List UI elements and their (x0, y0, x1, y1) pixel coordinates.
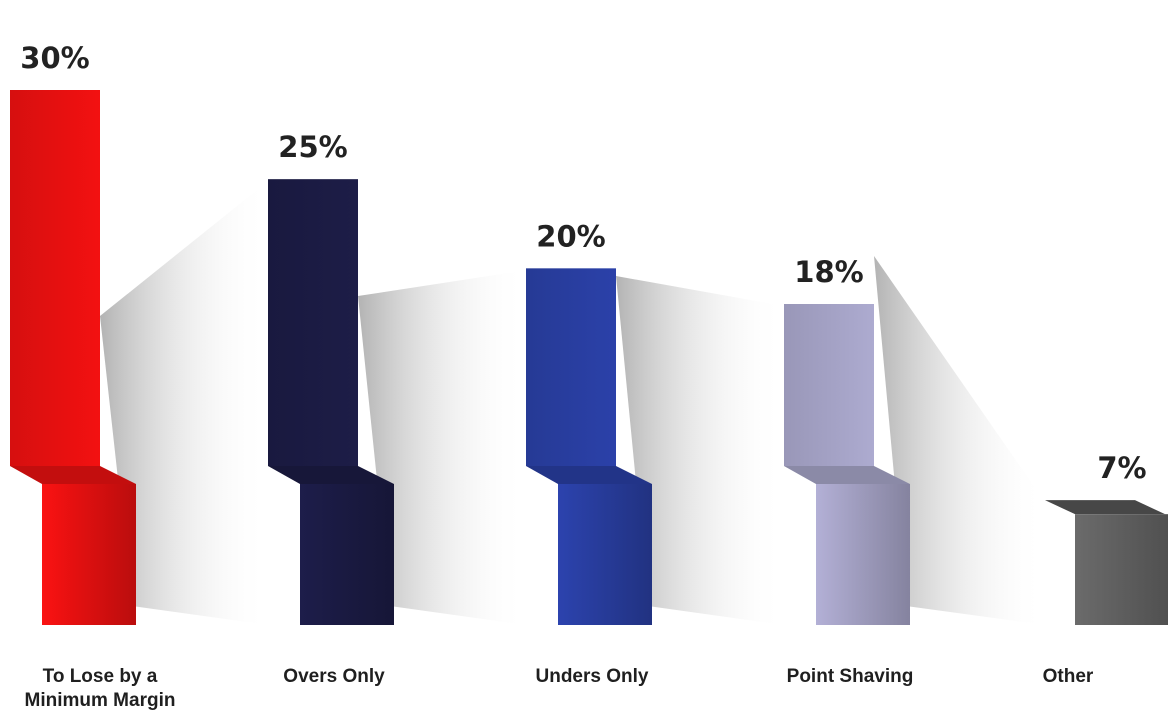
bar-lower-block (300, 484, 394, 625)
value-label-2: 20% (536, 219, 605, 253)
category-label-line: Overs Only (283, 666, 385, 687)
bar-0 (10, 90, 136, 625)
category-label-1: Overs Only (234, 665, 434, 689)
bar-fold (268, 466, 394, 484)
value-label-1: 25% (278, 130, 347, 164)
category-label-line: To Lose by a (42, 666, 158, 687)
bar-lower-block (42, 484, 136, 625)
category-label-0: To Lose by a Minimum Margin (0, 665, 200, 713)
bar-fold (526, 466, 652, 484)
bar-lower-block (816, 484, 910, 625)
category-label-line: Minimum Margin (24, 690, 176, 711)
bar-fold (784, 466, 910, 484)
bar-shadow-1 (100, 181, 268, 625)
bar-lower-block (558, 484, 652, 625)
bars (10, 90, 1168, 625)
category-label-2: Unders Only (492, 665, 692, 689)
bar-upper-panel (10, 90, 100, 466)
category-label-4: Other (968, 665, 1168, 689)
bar-shadow-4 (874, 256, 1045, 625)
bar-1 (268, 179, 394, 625)
category-label-3: Point Shaving (750, 665, 950, 689)
bar-4 (1045, 500, 1168, 625)
bar-3 (784, 304, 910, 625)
value-labels: 30% 25% 20% 18% 7% (20, 41, 1146, 485)
bar-upper-panel (268, 179, 358, 466)
bar-shadow-3 (616, 276, 784, 625)
category-label-line: Point Shaving (786, 666, 914, 687)
value-label-4: 7% (1097, 451, 1146, 485)
bar-top-face (1045, 500, 1165, 515)
bar-fold (10, 466, 136, 484)
bar-upper-panel (526, 268, 616, 466)
bar-shadows (100, 181, 1045, 625)
bar-2 (526, 268, 652, 625)
bar-upper-panel (784, 304, 874, 466)
category-label-line: Other (1042, 666, 1094, 687)
value-label-3: 18% (794, 255, 863, 289)
bar-shadow-2 (358, 270, 526, 625)
bar-lower-block (1075, 514, 1168, 625)
value-label-0: 30% (20, 41, 89, 75)
category-label-line: Unders Only (535, 666, 649, 687)
